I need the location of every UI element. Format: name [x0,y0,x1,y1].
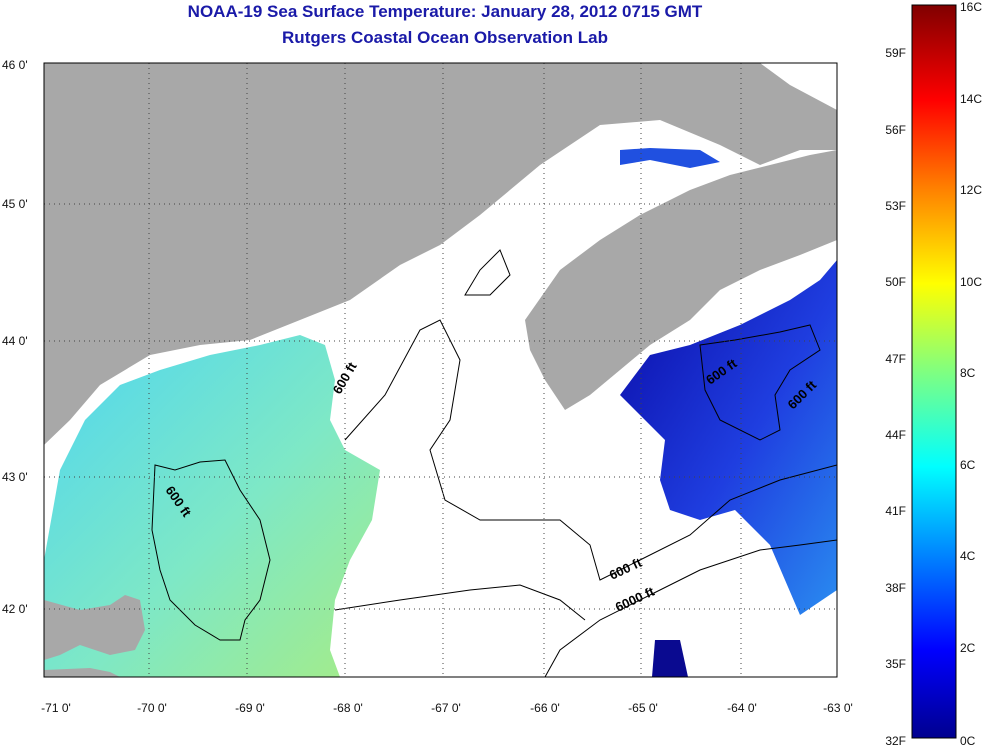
cb-c-12: 12C [960,183,982,197]
figure-subtitle: Rutgers Coastal Ocean Observation Lab [282,28,608,47]
cb-c-2: 2C [960,641,976,655]
cb-f-32: 32F [885,734,906,748]
cold-water-region [620,260,837,615]
cb-f-47: 47F [885,352,906,366]
contour-bank [464,249,511,296]
lat-label-42: 42 0' [2,602,28,616]
lon-label-66: -66 0' [530,701,560,715]
cb-f-59: 59F [885,46,906,60]
lon-label-71: -71 0' [41,701,71,715]
lon-label-70: -70 0' [137,701,167,715]
lon-label-65: -65 0' [628,701,658,715]
cold-water-patch-north [620,148,720,168]
lat-label-44: 44 0' [2,334,28,348]
figure-title: NOAA-19 Sea Surface Temperature: January… [187,2,703,21]
cb-f-50: 50F [885,275,906,289]
contour-6000ft [544,539,837,677]
lon-label-63: -63 0' [823,701,853,715]
contour-outer [334,584,586,621]
lat-label-46: 46 0' [2,58,28,72]
land-nova-scotia [525,150,837,410]
land-mainland [44,63,837,445]
contour-600ft-west [151,459,271,641]
depth-contours [151,249,837,677]
cb-c-10: 10C [960,275,982,289]
land-cape-cod [44,595,145,660]
land-islands [44,668,120,677]
cb-f-56: 56F [885,123,906,137]
lon-label-68: -68 0' [333,701,363,715]
contour-600ft-central [344,319,837,581]
warm-water-region [44,335,380,677]
lat-label-45: 45 0' [2,197,28,211]
cb-f-41: 41F [885,504,906,518]
cb-c-4: 4C [960,549,976,563]
cb-f-35: 35F [885,657,906,671]
cb-c-6: 6C [960,458,976,472]
lon-label-69: -69 0' [235,701,265,715]
map-frame [43,62,838,678]
cb-c-16: 16C [960,0,982,14]
colorbar-fahrenheit-labels: 59F 56F 53F 50F 47F 44F 41F 38F 35F 32F [885,46,906,748]
latitude-labels: 46 0' 45 0' 44 0' 43 0' 42 0' [2,58,28,616]
cb-c-14: 14C [960,92,982,106]
lon-label-67: -67 0' [431,701,461,715]
cb-c-0: 0C [960,734,976,748]
map-content [44,63,837,677]
cb-f-44: 44F [885,428,906,442]
colorbar [911,4,957,739]
cb-f-38: 38F [885,581,906,595]
longitude-labels: -71 0' -70 0' -69 0' -68 0' -67 0' -66 0… [41,701,853,715]
cold-water-patch [652,640,688,677]
colorbar-celsius-labels: 16C 14C 12C 10C 8C 6C 4C 2C 0C [960,0,982,748]
cb-c-8: 8C [960,366,976,380]
cb-f-53: 53F [885,199,906,213]
lon-label-64: -64 0' [727,701,757,715]
contour-600ft-scotian [699,324,821,441]
graticule [44,63,837,677]
lat-label-43: 43 0' [2,470,28,484]
